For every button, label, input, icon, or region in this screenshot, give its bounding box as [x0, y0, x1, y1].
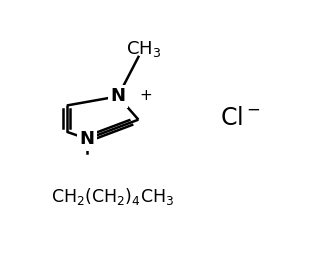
Text: N: N	[111, 87, 125, 105]
Text: N: N	[80, 130, 95, 148]
Text: Cl$^-$: Cl$^-$	[220, 106, 261, 130]
Text: CH$_3$: CH$_3$	[126, 39, 161, 59]
Text: CH$_2$(CH$_2$)$_4$CH$_3$: CH$_2$(CH$_2$)$_4$CH$_3$	[51, 186, 175, 207]
Text: +: +	[140, 88, 152, 103]
